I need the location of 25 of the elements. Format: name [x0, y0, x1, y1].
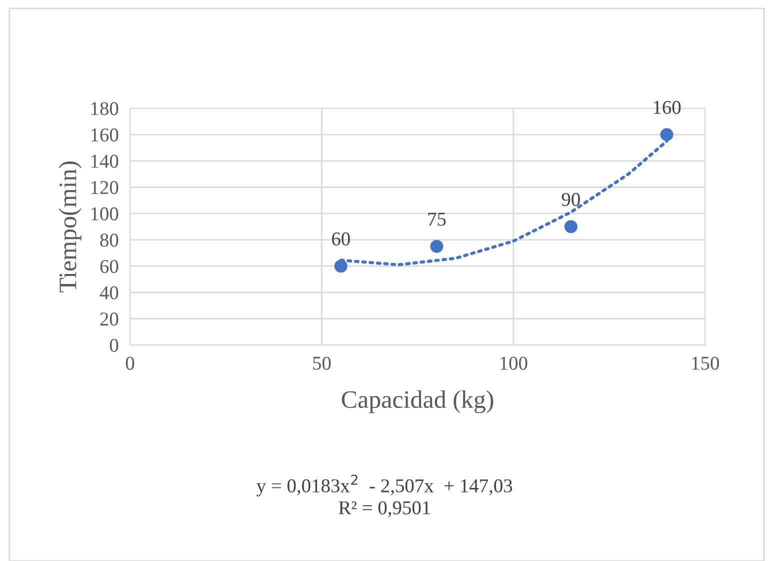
- point: [430, 240, 444, 253]
- y-tick-label: 80: [100, 234, 118, 247]
- data-label: 160: [654, 100, 681, 114]
- x-axis-title: Capacidad (kg): [342, 390, 494, 414]
- y-tick-label: 20: [100, 312, 118, 326]
- text: y = 0,0183x$^{2}$ - 2,507x + 147,03 R² = 0,9501: [256, 474, 512, 518]
- x-tick-label: 150: [692, 356, 719, 370]
- point: [564, 220, 578, 234]
- point: [334, 260, 348, 273]
- y-tick-label: 120: [91, 181, 118, 194]
- y-tick-label: 140: [91, 154, 118, 168]
- y-tick-label: 100: [91, 207, 118, 220]
- data-label: 90: [562, 192, 580, 206]
- y-tick-label: 180: [91, 102, 118, 116]
- y-tick-label: 60: [100, 260, 118, 274]
- x-tick-label: 0: [126, 356, 134, 370]
- data-label: 60: [332, 232, 350, 246]
- data-label: 75: [428, 212, 446, 226]
- y-tick-label: 0: [110, 338, 118, 352]
- y-axis-title: Tiempo(min): [58, 162, 82, 292]
- x-tick-label: 100: [500, 356, 528, 370]
- point: [660, 128, 674, 142]
- x-tick-label: 50: [313, 356, 331, 370]
- y-tick-label: 40: [100, 286, 118, 300]
- y-tick-label: 160: [91, 128, 118, 142]
